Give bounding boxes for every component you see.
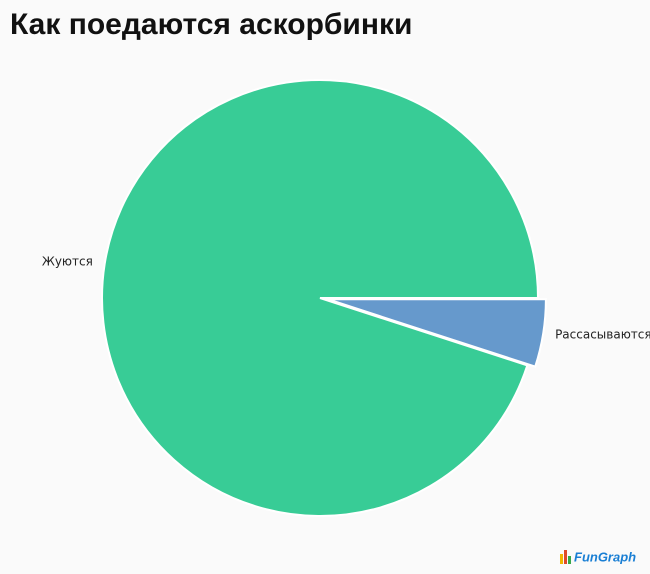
pie-slice <box>101 79 540 517</box>
pie-slice <box>327 298 547 368</box>
watermark-logo <box>560 550 571 564</box>
slice-label: Жуются <box>42 255 93 269</box>
watermark: FunGraph <box>574 549 636 564</box>
slice-label: Рассасываются <box>555 328 650 342</box>
chart-title: Как поедаются аскорбинки <box>10 8 412 41</box>
